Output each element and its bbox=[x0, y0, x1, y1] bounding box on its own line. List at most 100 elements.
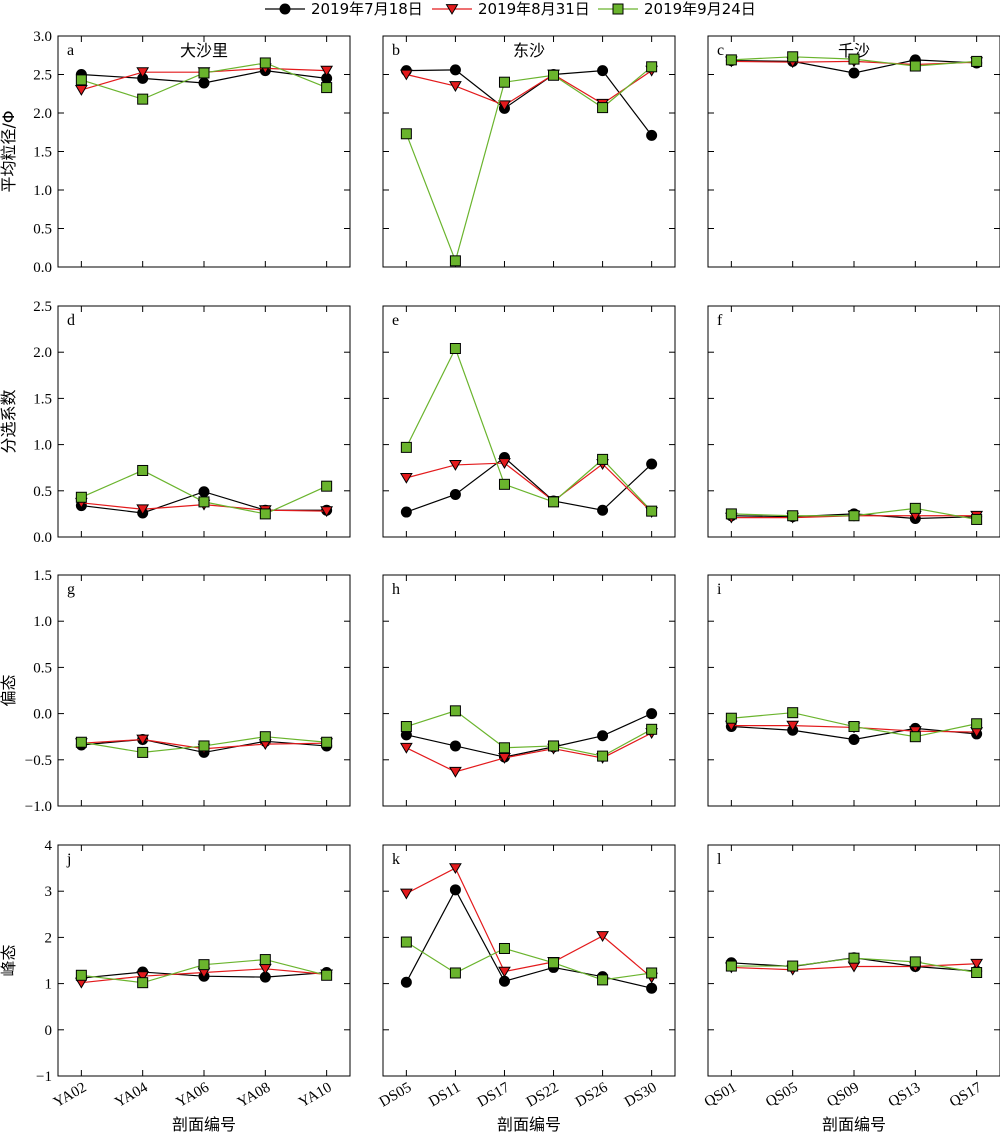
data-point bbox=[787, 510, 799, 522]
data-point bbox=[646, 129, 658, 141]
data-point bbox=[449, 343, 461, 355]
data-point bbox=[597, 65, 609, 77]
series bbox=[400, 708, 658, 763]
plot-frame bbox=[57, 574, 351, 807]
plot-frame bbox=[707, 305, 1000, 538]
data-point bbox=[198, 740, 210, 752]
data-point bbox=[198, 77, 210, 89]
y-tick-label: 1 bbox=[45, 977, 53, 993]
data-point bbox=[597, 453, 609, 465]
y-tick-label: 1.5 bbox=[33, 145, 52, 161]
y-tick-label: 0.0 bbox=[33, 260, 52, 276]
y-tick-label: 1.0 bbox=[33, 183, 52, 199]
data-point bbox=[498, 100, 511, 112]
data-point bbox=[449, 255, 461, 267]
data-point bbox=[848, 733, 860, 745]
data-point bbox=[646, 723, 658, 735]
data-point bbox=[321, 480, 333, 492]
panel-letter: d bbox=[67, 312, 75, 329]
series-line bbox=[406, 710, 652, 757]
data-point bbox=[786, 720, 800, 732]
data-point bbox=[449, 705, 461, 717]
data-point bbox=[548, 957, 560, 969]
legend-label: 2019年9月24日 bbox=[644, 0, 756, 18]
data-point bbox=[198, 486, 210, 498]
data-point bbox=[597, 750, 609, 762]
data-point bbox=[399, 742, 413, 754]
series-line bbox=[406, 462, 653, 513]
data-point bbox=[449, 64, 461, 76]
series bbox=[399, 863, 659, 984]
legend-entry: 2019年9月24日 bbox=[598, 0, 756, 18]
plot-frame bbox=[382, 574, 676, 807]
x-tick-label: QS09 bbox=[824, 1080, 862, 1111]
y-tick-label: 0.5 bbox=[33, 484, 52, 500]
y-tick-label: 1.0 bbox=[33, 614, 52, 630]
data-point bbox=[136, 734, 150, 746]
x-tick-label: YA04 bbox=[112, 1079, 151, 1111]
series bbox=[399, 458, 659, 518]
series bbox=[725, 952, 983, 979]
legend-label: 2019年8月31日 bbox=[478, 0, 590, 18]
series-line bbox=[406, 732, 652, 773]
x-tick-label: YA10 bbox=[296, 1080, 334, 1111]
data-point bbox=[498, 76, 510, 88]
panel-c: c 千沙 bbox=[707, 35, 1000, 268]
legend-marker bbox=[279, 3, 291, 15]
x-tick-label: YA08 bbox=[235, 1080, 273, 1111]
panel-letter: j bbox=[66, 851, 71, 868]
series-line bbox=[405, 66, 653, 263]
panel-f: f bbox=[707, 305, 1000, 538]
data-point bbox=[725, 960, 737, 972]
data-point bbox=[725, 712, 737, 724]
series bbox=[400, 64, 658, 141]
data-point bbox=[971, 718, 983, 730]
series bbox=[400, 936, 658, 986]
series bbox=[400, 61, 658, 267]
panel-i: i bbox=[707, 574, 1000, 807]
plot-frame bbox=[707, 574, 1000, 807]
x-tick-label: YA06 bbox=[174, 1079, 213, 1111]
data-point bbox=[498, 942, 510, 954]
x-axis-label: 剖面编号 bbox=[822, 1115, 886, 1134]
data-point bbox=[400, 506, 412, 518]
legend-entry: 2019年8月31日 bbox=[432, 0, 590, 18]
data-point bbox=[498, 478, 510, 490]
data-point bbox=[137, 977, 149, 989]
data-point bbox=[646, 967, 658, 979]
data-point bbox=[596, 931, 609, 942]
data-point bbox=[597, 730, 609, 742]
data-point bbox=[75, 736, 87, 748]
x-tick-label: YA02 bbox=[51, 1080, 89, 1111]
y-tick-label: −1 bbox=[36, 1069, 52, 1085]
y-tick-label: 4 bbox=[45, 838, 53, 854]
data-point bbox=[137, 464, 149, 476]
legend-marker bbox=[445, 4, 459, 15]
data-point bbox=[449, 488, 461, 500]
series-line bbox=[405, 346, 653, 512]
series-line bbox=[406, 456, 653, 513]
data-point bbox=[848, 721, 860, 733]
data-point bbox=[136, 971, 150, 983]
series-line bbox=[406, 941, 652, 981]
data-point bbox=[259, 508, 271, 520]
data-point bbox=[137, 93, 149, 105]
data-point bbox=[548, 740, 560, 752]
panel-a: 0.0 0.5 1.0 1.5 2.0 2.5 3.0 a 大沙里 bbox=[33, 29, 351, 276]
data-point bbox=[787, 51, 799, 63]
y-tick-label: 1.5 bbox=[33, 568, 52, 584]
series-line bbox=[406, 69, 653, 136]
x-tick-label: QS13 bbox=[886, 1080, 924, 1111]
data-point bbox=[136, 67, 150, 79]
panel-g: −1.0 −0.5 0.0 0.5 1.0 1.5 g bbox=[25, 568, 351, 815]
legend: 2019年7月18日 2019年8月31日 2019年9月24日 bbox=[265, 0, 756, 18]
y-tick-label: 0.5 bbox=[33, 660, 52, 676]
data-point bbox=[848, 952, 860, 964]
series bbox=[725, 707, 983, 743]
y-tick-label: 2.0 bbox=[33, 106, 52, 122]
y-tick-label: 3 bbox=[45, 884, 53, 900]
data-point bbox=[259, 57, 271, 69]
panel-letter: a bbox=[67, 42, 74, 59]
data-point bbox=[75, 74, 87, 86]
